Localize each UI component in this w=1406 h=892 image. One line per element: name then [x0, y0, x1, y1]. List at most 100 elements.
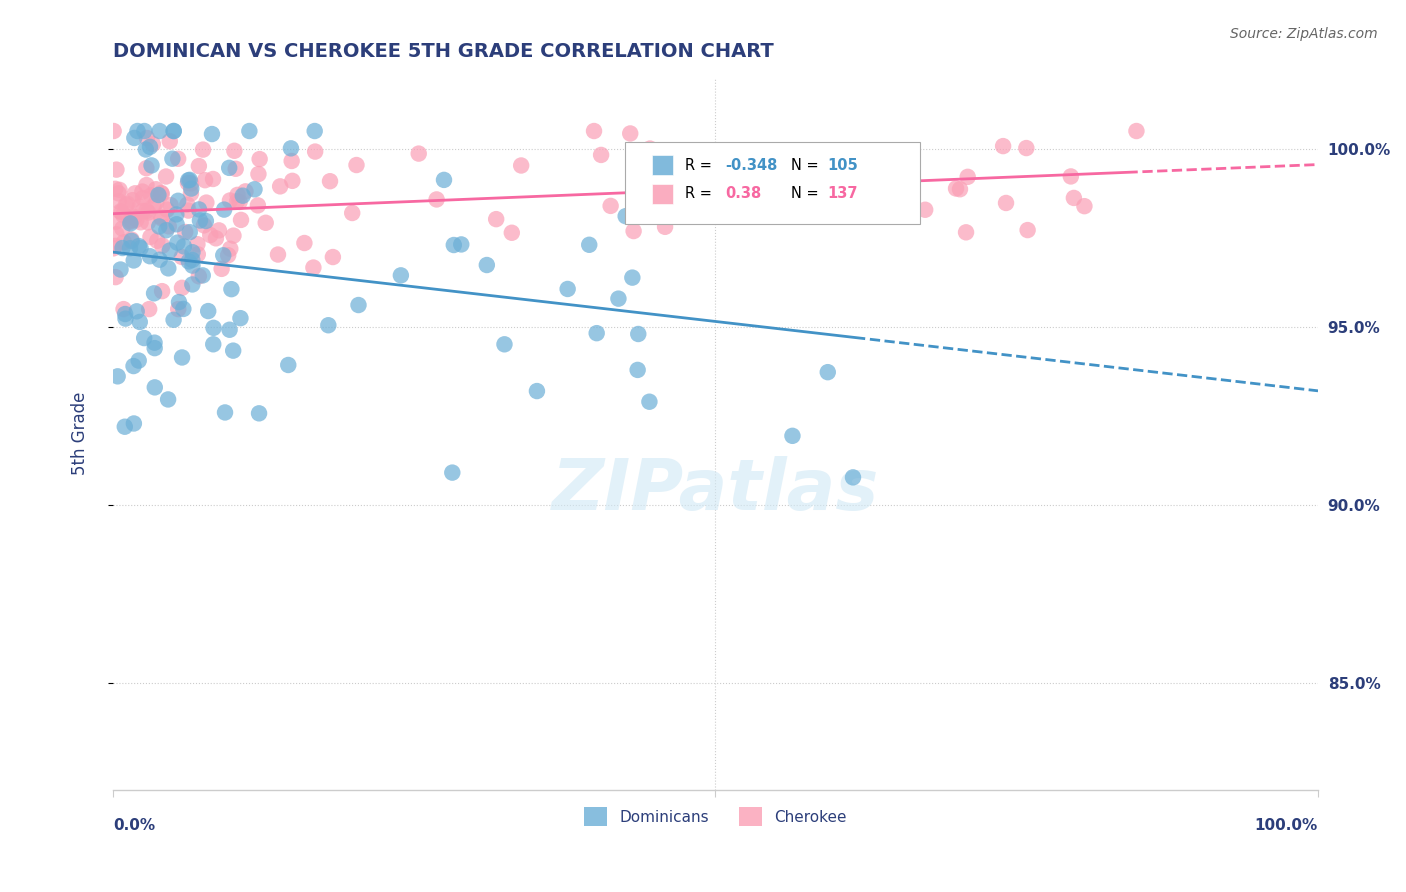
Point: [104, 270, 127, 285]
Point: [267, 247, 290, 261]
Point: [202, 172, 225, 186]
Point: [782, 429, 804, 443]
Point: [1125, 124, 1147, 138]
Point: [229, 213, 252, 227]
Text: 105: 105: [828, 158, 858, 173]
Point: [120, 214, 142, 228]
Point: [167, 194, 190, 208]
Point: [162, 124, 184, 138]
Point: [150, 186, 173, 200]
Point: [134, 124, 156, 138]
Point: [249, 152, 271, 166]
Point: [139, 140, 162, 154]
Text: R =: R =: [685, 186, 717, 202]
Point: [181, 252, 204, 267]
Point: [304, 145, 326, 159]
Point: [148, 188, 170, 202]
Point: [132, 191, 155, 205]
Point: [162, 152, 184, 166]
Point: [111, 221, 134, 235]
Point: [193, 219, 215, 233]
Point: [194, 214, 217, 228]
Point: [122, 211, 145, 225]
Point: [129, 215, 152, 229]
Text: -0.348: -0.348: [725, 158, 778, 173]
Point: [103, 241, 125, 255]
Point: [127, 124, 149, 138]
Point: [194, 173, 217, 187]
Point: [114, 198, 136, 212]
Point: [896, 182, 918, 196]
Point: [485, 212, 508, 227]
Point: [143, 286, 166, 301]
Point: [180, 181, 202, 195]
Point: [578, 237, 600, 252]
Point: [159, 244, 181, 258]
Point: [104, 239, 127, 253]
Point: [120, 213, 142, 227]
Point: [638, 394, 661, 409]
Point: [205, 231, 228, 245]
Point: [817, 365, 839, 379]
Point: [280, 141, 302, 155]
Text: 100.0%: 100.0%: [1254, 819, 1317, 833]
Point: [627, 363, 650, 377]
Point: [607, 292, 630, 306]
Point: [856, 210, 879, 224]
Point: [494, 337, 516, 351]
Point: [318, 318, 340, 333]
Point: [408, 146, 430, 161]
Point: [122, 253, 145, 268]
Point: [725, 149, 748, 163]
Point: [842, 203, 865, 218]
Point: [111, 204, 134, 219]
Point: [135, 143, 157, 157]
Point: [510, 159, 533, 173]
Point: [141, 188, 163, 202]
Point: [222, 228, 245, 243]
Point: [150, 238, 173, 252]
Point: [202, 321, 225, 335]
Point: [128, 315, 150, 329]
Point: [792, 164, 814, 178]
Point: [389, 268, 412, 283]
Point: [191, 143, 214, 157]
Text: 0.38: 0.38: [725, 186, 761, 202]
Point: [124, 131, 146, 145]
Point: [221, 282, 243, 296]
Point: [232, 188, 254, 202]
Point: [167, 302, 190, 317]
Point: [107, 194, 129, 209]
Point: [218, 323, 240, 337]
Text: R =: R =: [685, 158, 717, 173]
Point: [121, 233, 143, 247]
Point: [1063, 191, 1085, 205]
Point: [170, 351, 193, 365]
Point: [294, 235, 316, 250]
Point: [157, 219, 180, 234]
Point: [131, 204, 153, 219]
Point: [121, 234, 143, 248]
Point: [995, 196, 1018, 211]
Point: [117, 197, 139, 211]
Point: [180, 186, 202, 201]
Point: [277, 358, 299, 372]
Point: [1015, 141, 1038, 155]
Point: [654, 219, 676, 234]
Point: [166, 217, 188, 231]
Point: [247, 167, 270, 181]
Point: [219, 194, 242, 208]
Point: [322, 250, 344, 264]
Point: [122, 359, 145, 373]
Point: [135, 161, 157, 176]
Point: [120, 216, 142, 230]
Point: [148, 219, 170, 234]
Point: [107, 186, 129, 201]
Point: [243, 182, 266, 196]
Point: [167, 152, 190, 166]
Point: [105, 227, 128, 242]
Point: [122, 417, 145, 431]
Point: [623, 224, 645, 238]
Point: [145, 195, 167, 210]
Point: [150, 211, 173, 226]
